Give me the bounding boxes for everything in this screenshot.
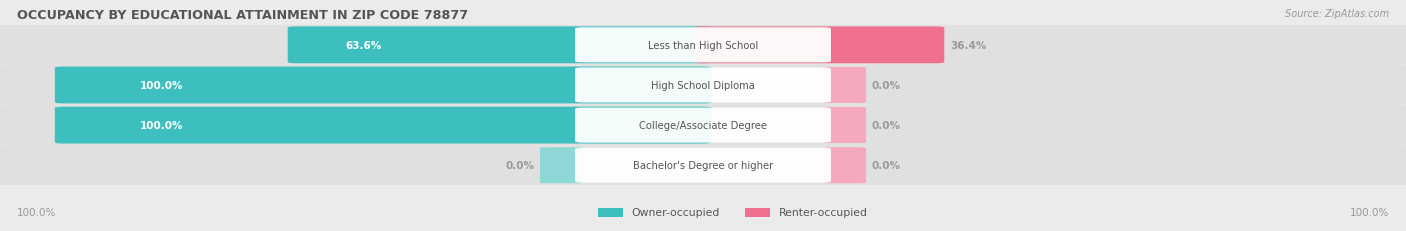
Text: 100.0%: 100.0% xyxy=(17,207,56,218)
FancyBboxPatch shape xyxy=(288,27,711,64)
Text: 0.0%: 0.0% xyxy=(872,121,901,131)
FancyBboxPatch shape xyxy=(575,148,831,183)
Text: 0.0%: 0.0% xyxy=(872,81,901,91)
Text: 36.4%: 36.4% xyxy=(950,41,986,51)
Text: 100.0%: 100.0% xyxy=(1350,207,1389,218)
Text: Less than High School: Less than High School xyxy=(648,41,758,51)
FancyBboxPatch shape xyxy=(745,208,770,217)
Text: Owner-occupied: Owner-occupied xyxy=(631,207,720,218)
Text: College/Associate Degree: College/Associate Degree xyxy=(638,121,768,131)
FancyBboxPatch shape xyxy=(0,66,1406,105)
Text: 0.0%: 0.0% xyxy=(505,161,534,170)
FancyBboxPatch shape xyxy=(575,28,831,63)
Text: 100.0%: 100.0% xyxy=(141,81,184,91)
Text: 63.6%: 63.6% xyxy=(344,41,381,51)
Text: Source: ZipAtlas.com: Source: ZipAtlas.com xyxy=(1285,9,1389,19)
Text: 0.0%: 0.0% xyxy=(872,161,901,170)
FancyBboxPatch shape xyxy=(0,146,1406,185)
FancyBboxPatch shape xyxy=(0,26,1406,65)
FancyBboxPatch shape xyxy=(695,27,945,64)
FancyBboxPatch shape xyxy=(824,108,866,143)
FancyBboxPatch shape xyxy=(55,67,711,104)
FancyBboxPatch shape xyxy=(575,68,831,103)
FancyBboxPatch shape xyxy=(540,148,582,183)
FancyBboxPatch shape xyxy=(598,208,623,217)
Text: Renter-occupied: Renter-occupied xyxy=(779,207,868,218)
FancyBboxPatch shape xyxy=(824,68,866,103)
Text: OCCUPANCY BY EDUCATIONAL ATTAINMENT IN ZIP CODE 78877: OCCUPANCY BY EDUCATIONAL ATTAINMENT IN Z… xyxy=(17,9,468,22)
FancyBboxPatch shape xyxy=(824,148,866,183)
Text: 100.0%: 100.0% xyxy=(141,121,184,131)
Text: Bachelor's Degree or higher: Bachelor's Degree or higher xyxy=(633,161,773,170)
FancyBboxPatch shape xyxy=(0,106,1406,145)
FancyBboxPatch shape xyxy=(55,107,711,144)
FancyBboxPatch shape xyxy=(575,108,831,143)
Text: High School Diploma: High School Diploma xyxy=(651,81,755,91)
